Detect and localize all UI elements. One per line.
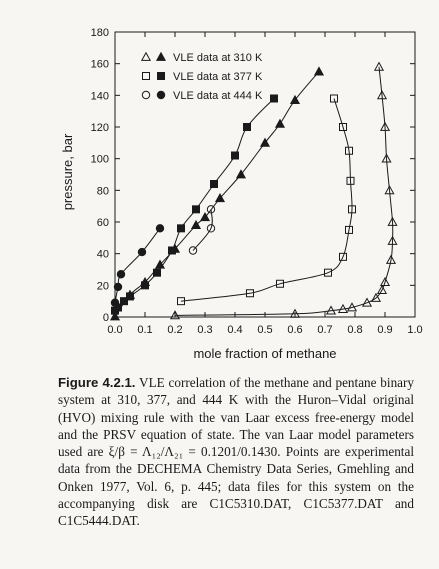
legend-triangle-filled-marker — [155, 51, 167, 61]
square-liquid-point — [126, 292, 134, 301]
triangle-vapor-point — [289, 308, 301, 318]
triangle-liquid-point — [190, 219, 202, 230]
x-tick-label: 0.2 — [167, 324, 182, 336]
x-tick-label: 0.1 — [137, 324, 152, 336]
triangle-vapor-point — [387, 216, 398, 226]
square-vapor-curve — [180, 98, 353, 302]
square-vapor-point — [324, 268, 332, 277]
x-tick-label: 0.7 — [317, 324, 332, 336]
figure-caption: Figure 4.2.1. VLE correlation of the met… — [58, 374, 414, 530]
y-tick-label: 60 — [97, 217, 109, 229]
x-tick-label: 0.6 — [287, 324, 302, 336]
square-liquid-point — [177, 224, 185, 233]
square-liquid-point — [231, 151, 239, 160]
triangle-vapor-point — [370, 292, 382, 302]
triangle-liquid-point — [214, 193, 226, 203]
square-vapor-point — [177, 297, 185, 306]
x-tick-label: 0.9 — [377, 324, 392, 336]
triangle-vapor-point — [376, 284, 388, 294]
triangle-liquid-point — [154, 259, 166, 269]
y-tick-label: 40 — [97, 249, 109, 261]
triangle-vapor-point — [379, 276, 391, 287]
triangle-vapor-point — [387, 235, 398, 245]
x-tick-label: 0.8 — [347, 324, 362, 336]
y-tick-label: 0 — [103, 312, 109, 324]
triangle-liquid-point — [274, 118, 286, 128]
square-vapor-point — [348, 205, 356, 214]
square-vapor-point — [339, 123, 347, 131]
triangle-liquid-point — [289, 94, 301, 104]
legend-triangle-label: VLE data at 310 K — [173, 52, 263, 64]
circle-liquid-point — [116, 270, 126, 279]
caption-text: VLE correlation of the methane and penta… — [58, 375, 414, 529]
y-tick-label: 100 — [91, 154, 109, 166]
square-vapor-point — [246, 289, 254, 298]
circle-liquid-point — [155, 224, 165, 233]
y-tick-label: 20 — [97, 280, 109, 292]
square-liquid-point — [270, 94, 278, 103]
x-tick-label: 0.4 — [227, 324, 242, 336]
circle-liquid-point — [137, 247, 147, 257]
x-tick-label: 0.0 — [107, 324, 122, 336]
y-tick-label: 80 — [97, 185, 109, 197]
square-vapor-point — [330, 94, 338, 103]
y-tick-label: 160 — [91, 59, 109, 71]
legend-circle-open-marker — [141, 90, 151, 100]
square-liquid-point — [153, 268, 161, 277]
triangle-vapor-point — [373, 61, 385, 71]
triangle-vapor-point — [384, 185, 395, 195]
circle-vapor-point — [206, 224, 216, 233]
square-liquid-point — [168, 246, 176, 255]
legend-triangle-open-marker — [140, 51, 152, 61]
triangle-vapor-point — [376, 90, 388, 100]
x-tick-label: 1.0 — [407, 324, 422, 336]
y-tick-label: 180 — [91, 27, 109, 39]
triangle-vapor-point — [379, 121, 391, 131]
triangle-vapor-point — [169, 310, 181, 320]
square-vapor-point — [345, 146, 353, 155]
triangle-liquid-point — [235, 169, 247, 179]
x-tick-label: 0.5 — [257, 324, 272, 336]
x-axis-title: mole fraction of methane — [193, 346, 336, 361]
circle-vapor-curve — [192, 209, 213, 251]
triangle-vapor-point — [346, 302, 358, 312]
y-tick-label: 140 — [91, 90, 109, 102]
square-liquid-point — [243, 123, 251, 131]
y-tick-label: 120 — [91, 122, 109, 134]
square-vapor-point — [276, 279, 284, 288]
vle-chart: 0 20 40 60 80 100 120 140 160 180 0.0 0.1 0.2 0.3 0.4 0… — [60, 27, 423, 361]
legend-square-filled-marker — [157, 72, 165, 80]
circle-liquid-point — [110, 298, 120, 307]
triangle-liquid-point — [313, 66, 325, 76]
square-vapor-point — [339, 252, 347, 261]
triangle-vapor-point — [337, 303, 349, 313]
square-liquid-point — [210, 180, 218, 188]
square-liquid-point — [192, 205, 200, 214]
legend-circle-filled-marker — [156, 90, 166, 100]
circle-vapor-point — [206, 205, 216, 214]
legend-square-open-marker — [142, 72, 150, 80]
x-tick-label: 0.3 — [197, 324, 212, 336]
triangle-vapor-point — [385, 254, 397, 264]
square-vapor-point — [345, 225, 353, 234]
triangle-vapor-point — [325, 305, 337, 315]
circle-liquid-point — [113, 282, 123, 292]
triangle-liquid-point — [259, 137, 271, 147]
triangle-vapor-point — [381, 153, 392, 163]
square-liquid-point — [120, 297, 128, 306]
square-liquid-point — [141, 281, 149, 290]
square-vapor-point — [346, 176, 355, 185]
legend-circle-label: VLE data at 444 K — [173, 90, 263, 102]
circle-vapor-point — [188, 246, 198, 255]
triangle-liquid-point — [199, 212, 211, 222]
triangle-vapor-curve — [174, 66, 394, 316]
y-axis-title: pressure, bar — [60, 133, 75, 210]
figure-label: Figure 4.2.1. — [58, 375, 136, 390]
legend-square-label: VLE data at 377 K — [173, 71, 263, 83]
triangle-vapor-point — [361, 297, 373, 307]
